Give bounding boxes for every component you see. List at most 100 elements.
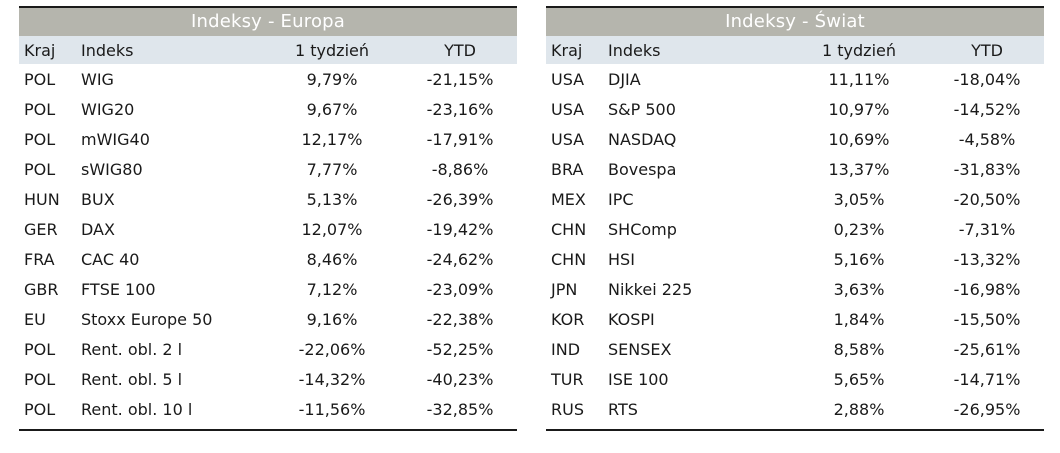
cell-1-week: 7,12%: [306, 279, 358, 299]
cell-country: KOR: [551, 309, 585, 329]
cell-index-name: BUX: [81, 189, 115, 209]
cell-1-week: 0,23%: [833, 219, 885, 239]
world-indices-table: Kraj Indeks 1 tydzień YTD USA DJIA 11,11% -…: [546, 36, 1044, 424]
cell-country: IND: [551, 339, 581, 359]
table-row: RUS RTS 2,88% -26,95%: [546, 394, 1044, 424]
table-row: POL Rent. obl. 5 l -14,32% -40,23%: [19, 364, 517, 394]
cell-country: GER: [24, 219, 58, 239]
table-row: USA DJIA 11,11% -18,04%: [546, 64, 1044, 94]
cell-ytd: -26,95%: [953, 399, 1021, 419]
header-ytd: YTD: [444, 40, 476, 60]
cell-1-week: 3,63%: [833, 279, 885, 299]
cell-ytd: -26,39%: [426, 189, 494, 209]
cell-ytd: -17,91%: [426, 129, 494, 149]
cell-index-name: KOSPI: [608, 309, 655, 329]
table-header-row: Kraj Indeks 1 tydzień YTD: [546, 36, 1044, 64]
europe-indices-table: Kraj Indeks 1 tydzień YTD POL WIG 9,79% -21…: [19, 36, 517, 424]
table-row: FRA CAC 40 8,46% -24,62%: [19, 244, 517, 274]
cell-1-week: 8,58%: [833, 339, 885, 359]
world-indices-panel: Indeksy - Świat Kraj Indeks 1 tydzień YT…: [546, 6, 1044, 431]
cell-ytd: -32,85%: [426, 399, 494, 419]
cell-index-name: HSI: [608, 249, 635, 269]
table-row: POL Rent. obl. 10 l -11,56% -32,85%: [19, 394, 517, 424]
table-row: TUR ISE 100 5,65% -14,71%: [546, 364, 1044, 394]
cell-index-name: DAX: [81, 219, 115, 239]
cell-index-name: WIG20: [81, 99, 135, 119]
cell-1-week: 9,67%: [306, 99, 358, 119]
cell-1-week: -22,06%: [298, 339, 366, 359]
header-index: Indeks: [81, 40, 134, 60]
cell-1-week: 1,84%: [833, 309, 885, 329]
cell-ytd: -8,86%: [431, 159, 489, 179]
cell-country: POL: [24, 129, 56, 149]
cell-index-name: S&P 500: [608, 99, 676, 119]
cell-index-name: NASDAQ: [608, 129, 677, 149]
cell-country: USA: [551, 99, 585, 119]
cell-1-week: 5,65%: [833, 369, 885, 389]
cell-index-name: ISE 100: [608, 369, 669, 389]
cell-index-name: Stoxx Europe 50: [81, 309, 213, 329]
cell-index-name: SENSEX: [608, 339, 672, 359]
cell-index-name: Rent. obl. 10 l: [81, 399, 193, 419]
cell-country: JPN: [551, 279, 578, 299]
cell-index-name: CAC 40: [81, 249, 140, 269]
cell-index-name: Nikkei 225: [608, 279, 693, 299]
header-country: Kraj: [24, 40, 56, 60]
cell-ytd: -16,98%: [953, 279, 1021, 299]
panel-title: Indeksy - Świat: [546, 8, 1044, 36]
table-row: IND SENSEX 8,58% -25,61%: [546, 334, 1044, 364]
cell-1-week: 10,69%: [828, 129, 890, 149]
table-row: HUN BUX 5,13% -26,39%: [19, 184, 517, 214]
bottom-rule: [546, 429, 1044, 431]
cell-index-name: WIG: [81, 69, 114, 89]
cell-country: HUN: [24, 189, 60, 209]
cell-ytd: -15,50%: [953, 309, 1021, 329]
table-row: POL Rent. obl. 2 l -22,06% -52,25%: [19, 334, 517, 364]
cell-ytd: -13,32%: [953, 249, 1021, 269]
header-1-week: 1 tydzień: [295, 40, 369, 60]
top-rule: [546, 6, 1044, 8]
cell-1-week: 8,46%: [306, 249, 358, 269]
cell-country: POL: [24, 399, 56, 419]
cell-country: POL: [24, 69, 56, 89]
cell-country: USA: [551, 69, 585, 89]
table-row: POL mWIG40 12,17% -17,91%: [19, 124, 517, 154]
cell-1-week: 12,07%: [301, 219, 363, 239]
cell-country: GBR: [24, 279, 59, 299]
table-row: KOR KOSPI 1,84% -15,50%: [546, 304, 1044, 334]
cell-1-week: -14,32%: [298, 369, 366, 389]
cell-ytd: -23,09%: [426, 279, 494, 299]
cell-index-name: FTSE 100: [81, 279, 156, 299]
cell-index-name: DJIA: [608, 69, 641, 89]
table-row: BRA Bovespa 13,37% -31,83%: [546, 154, 1044, 184]
cell-index-name: Rent. obl. 5 l: [81, 369, 183, 389]
cell-index-name: Rent. obl. 2 l: [81, 339, 183, 359]
cell-ytd: -31,83%: [953, 159, 1021, 179]
cell-ytd: -19,42%: [426, 219, 494, 239]
cell-index-name: Bovespa: [608, 159, 677, 179]
cell-ytd: -22,38%: [426, 309, 494, 329]
header-index: Indeks: [608, 40, 661, 60]
cell-ytd: -25,61%: [953, 339, 1021, 359]
cell-country: EU: [24, 309, 46, 329]
cell-country: POL: [24, 99, 56, 119]
bottom-rule: [19, 429, 517, 431]
cell-1-week: 10,97%: [828, 99, 890, 119]
cell-index-name: IPC: [608, 189, 634, 209]
panel-title: Indeksy - Europa: [19, 8, 517, 36]
cell-ytd: -20,50%: [953, 189, 1021, 209]
header-1-week: 1 tydzień: [822, 40, 896, 60]
table-row: GER DAX 12,07% -19,42%: [19, 214, 517, 244]
cell-ytd: -14,52%: [953, 99, 1021, 119]
cell-country: RUS: [551, 399, 584, 419]
cell-1-week: 7,77%: [306, 159, 358, 179]
cell-ytd: -14,71%: [953, 369, 1021, 389]
cell-1-week: 12,17%: [301, 129, 363, 149]
cell-country: CHN: [551, 249, 587, 269]
cell-ytd: -24,62%: [426, 249, 494, 269]
cell-country: CHN: [551, 219, 587, 239]
cell-ytd: -52,25%: [426, 339, 494, 359]
cell-index-name: RTS: [608, 399, 638, 419]
cell-1-week: 9,16%: [306, 309, 358, 329]
table-row: JPN Nikkei 225 3,63% -16,98%: [546, 274, 1044, 304]
